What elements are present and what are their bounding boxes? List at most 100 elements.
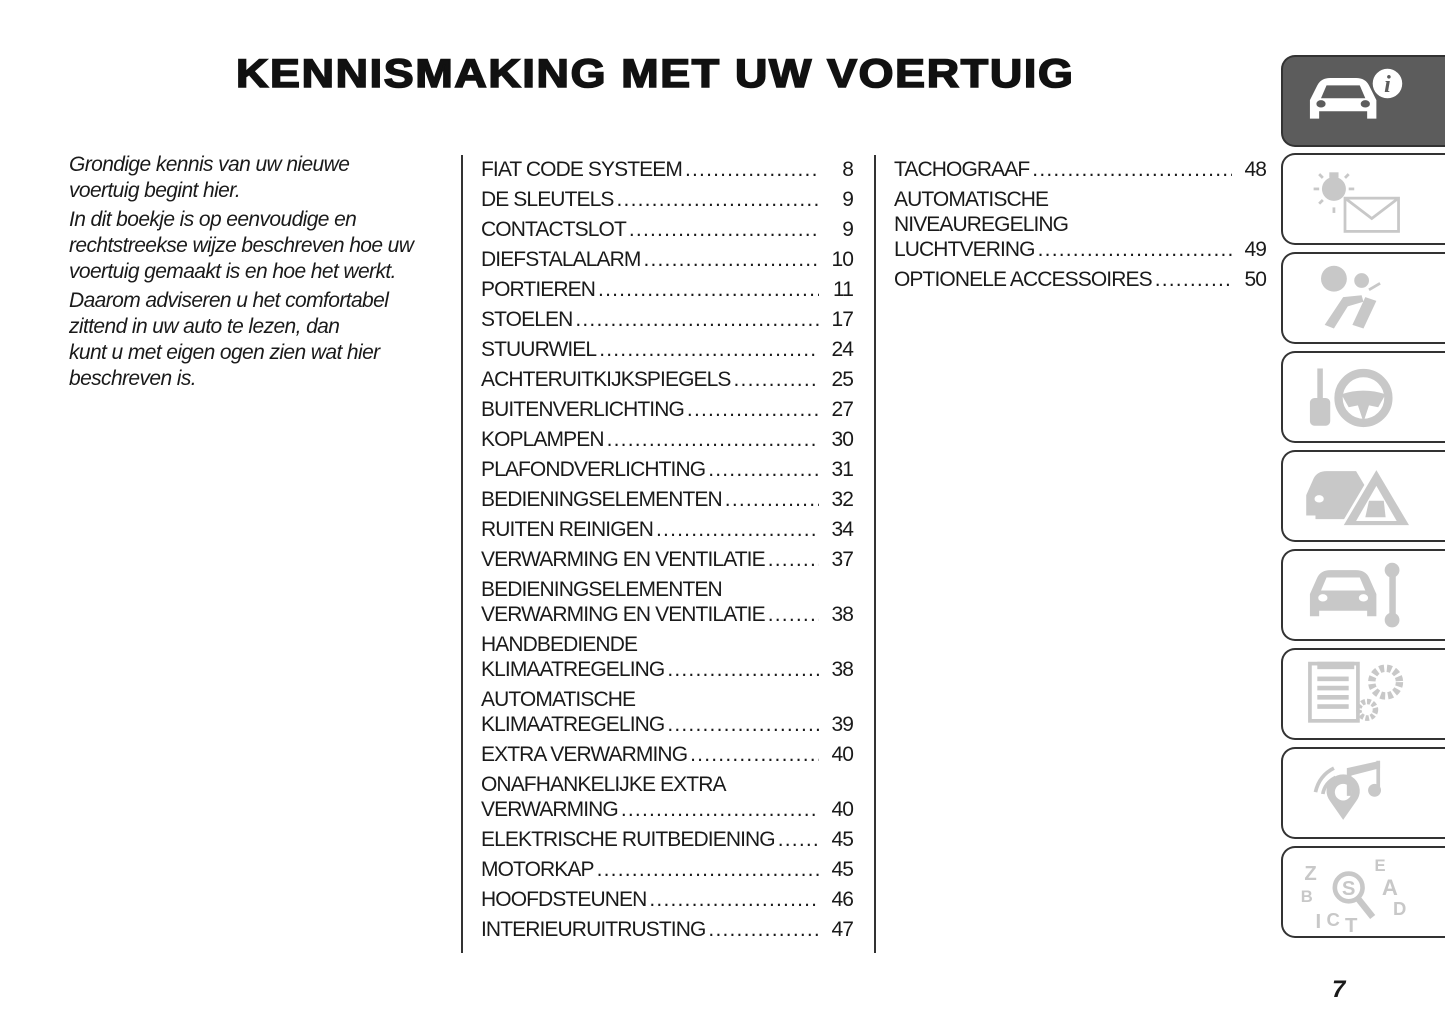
toc-line: BEDIENINGSELEMENTEN <box>481 577 853 602</box>
toc-entry[interactable]: MOTORKAP................................… <box>481 857 854 882</box>
toc-entry-title: ONAFHANKELIJKE EXTRA <box>481 773 726 796</box>
toc-page-number: 39 <box>831 713 853 736</box>
toc-entry[interactable]: TACHOGRAAF..............................… <box>894 157 1267 182</box>
toc-line: STUURWIEL...............................… <box>481 337 854 362</box>
toc-entry[interactable]: EXTRA VERWARMING........................… <box>481 742 854 767</box>
multimedia-icon <box>1313 760 1381 820</box>
dot-leader: ........................................… <box>620 798 819 821</box>
toc-page-number: 38 <box>831 658 853 681</box>
intro-line: voertuig gemaakt is en hoe het werkt. <box>69 260 396 283</box>
toc-entry[interactable]: AUTOMATISCHE KLIMAATREGELING.............… <box>481 687 854 737</box>
intro-paragraph: Grondige kennis van uw nieuwe voertuig be… <box>69 152 449 204</box>
toc-entry-title: LUCHTVERING <box>894 238 1036 261</box>
dot-leader: ........................................… <box>598 278 819 301</box>
index-search-icon: ZBI C T EAD S <box>1301 856 1407 932</box>
dot-leader: ........................................… <box>606 428 819 451</box>
toc-entry-title: AUTOMATISCHE <box>481 688 636 711</box>
toc-entry[interactable]: STUURWIEL...............................… <box>481 337 854 362</box>
toc-entry[interactable]: PLAFONDVERLICHTING......................… <box>481 457 854 482</box>
intro-line: beschreven is. <box>69 367 197 390</box>
toc-page-number: 45 <box>831 858 853 881</box>
column-divider <box>874 155 876 953</box>
chapter-tab[interactable] <box>1281 648 1445 740</box>
toc-entry[interactable]: ELEKTRISCHE RUITBEDIENING...............… <box>481 827 854 852</box>
toc-line: STOELEN.................................… <box>481 307 854 332</box>
toc-entry[interactable]: DE SLEUTELS.............................… <box>481 187 854 212</box>
toc-entry[interactable]: AUTOMATISCHE NIVEAUREGELING LUCHTVERING...… <box>894 187 1267 262</box>
svg-text:S: S <box>1342 878 1356 900</box>
toc-entry[interactable]: OPTIONELE ACCESSOIRES...................… <box>894 267 1267 292</box>
chapter-tab[interactable] <box>1281 351 1445 443</box>
toc-page-number: 24 <box>831 338 853 361</box>
toc-entry[interactable]: CONTACTSLOT.............................… <box>481 217 854 242</box>
column-divider <box>461 155 463 953</box>
intro-paragraph: In dit boekje is op eenvoudige en rechtst… <box>69 207 449 285</box>
dot-leader: ........................................… <box>686 398 819 421</box>
toc-entry-title: CONTACTSLOT <box>481 218 627 241</box>
intro-line: zittend in uw auto te lezen, dan <box>69 315 340 338</box>
toc-line: ONAFHANKELIJKE EXTRA <box>481 772 853 797</box>
toc-entry[interactable]: STOELEN.................................… <box>481 307 854 332</box>
svg-text:Z: Z <box>1304 863 1316 885</box>
toc-entry[interactable]: BEDIENINGSELEMENTEN VERWARMING EN VENTILA… <box>481 577 854 627</box>
toc-line: KLIMAATREGELING.........................… <box>481 657 854 682</box>
dot-leader: ........................................… <box>1154 268 1232 291</box>
toc-entry[interactable]: HANDBEDIENDE KLIMAATREGELING.............… <box>481 632 854 682</box>
toc-entry[interactable]: VERWARMING EN VENTILATIE................… <box>481 547 854 572</box>
toc-entry[interactable]: PORTIEREN...............................… <box>481 277 854 302</box>
chapter-tab[interactable] <box>1281 153 1445 245</box>
toc-page-number: 50 <box>1244 268 1266 291</box>
toc-entry-title: BEDIENINGSELEMENTEN <box>481 578 723 601</box>
dot-leader: ........................................… <box>724 488 819 511</box>
dot-leader: ........................................… <box>1037 238 1232 261</box>
toc-entry-title: BUITENVERLICHTING <box>481 398 685 421</box>
toc-entry-title: AUTOMATISCHE <box>894 188 1049 211</box>
toc-page-number: 9 <box>842 188 854 211</box>
toc-entry[interactable]: RUITEN REINIGEN.........................… <box>481 517 854 542</box>
dot-leader: ........................................… <box>1032 158 1232 181</box>
toc-line: INTERIEURUITRUSTING.....................… <box>481 917 854 942</box>
intro-line: kunt u met eigen ogen zien wat hier <box>69 341 380 364</box>
dot-leader: ........................................… <box>649 888 819 911</box>
toc-entry-title: STOELEN <box>481 308 573 331</box>
toc-entry[interactable]: INTERIEURUITRUSTING.....................… <box>481 917 854 942</box>
chapter-tab[interactable] <box>1281 747 1445 839</box>
toc-page-number: 10 <box>831 248 853 271</box>
toc-entry[interactable]: HOOFDSTEUNEN............................… <box>481 887 854 912</box>
toc-line: OPTIONELE ACCESSOIRES...................… <box>894 267 1267 292</box>
toc-entry[interactable]: ACHTERUITKIJKSPIEGELS...................… <box>481 367 854 392</box>
dot-leader: ........................................… <box>643 248 819 271</box>
toc-entry[interactable]: KOPLAMPEN...............................… <box>481 427 854 452</box>
toc-line: RUITEN REINIGEN.........................… <box>481 517 854 542</box>
dot-leader: ........................................… <box>596 858 819 881</box>
toc-entry-title: EXTRA VERWARMING <box>481 743 688 766</box>
svg-text:C: C <box>1327 909 1340 930</box>
toc-entry-title: KLIMAATREGELING <box>481 713 665 736</box>
toc-line: EXTRA VERWARMING........................… <box>481 742 854 767</box>
dot-leader: ........................................… <box>628 218 819 241</box>
intro-line: Grondige kennis van uw nieuwe <box>69 153 350 176</box>
toc-line: VERWARMING EN VENTILATIE................… <box>481 547 854 572</box>
dot-leader: ........................................… <box>575 308 819 331</box>
toc-page-number: 49 <box>1244 238 1266 261</box>
chapter-tab[interactable] <box>1281 549 1445 641</box>
chapter-tab[interactable]: i <box>1281 55 1445 147</box>
toc-line: HANDBEDIENDE <box>481 632 853 657</box>
toc-entry-title: DE SLEUTELS <box>481 188 614 211</box>
toc-entry[interactable]: BUITENVERLICHTING.......................… <box>481 397 854 422</box>
toc-page-number: 17 <box>831 308 853 331</box>
chapter-tab[interactable] <box>1281 252 1445 344</box>
toc-entry[interactable]: BEDIENINGSELEMENTEN.....................… <box>481 487 854 512</box>
intro-line: In dit boekje is op eenvoudige en <box>69 208 357 231</box>
dot-leader: ........................................… <box>777 828 819 851</box>
toc-entry[interactable]: DIEFSTALALARM...........................… <box>481 247 854 272</box>
toc-entry[interactable]: FIAT CODE SYSTEEM.......................… <box>481 157 854 182</box>
toc-entry-title: VERWARMING EN VENTILATIE <box>481 603 766 626</box>
toc-line: BEDIENINGSELEMENTEN.....................… <box>481 487 854 512</box>
toc-entry[interactable]: ONAFHANKELIJKE EXTRA VERWARMING..........… <box>481 772 854 822</box>
chapter-tab[interactable] <box>1281 450 1445 542</box>
toc-line: TACHOGRAAF..............................… <box>894 157 1267 182</box>
toc-entry-title: KOPLAMPEN <box>481 428 605 451</box>
intro-line: voertuig begint hier. <box>69 179 241 202</box>
